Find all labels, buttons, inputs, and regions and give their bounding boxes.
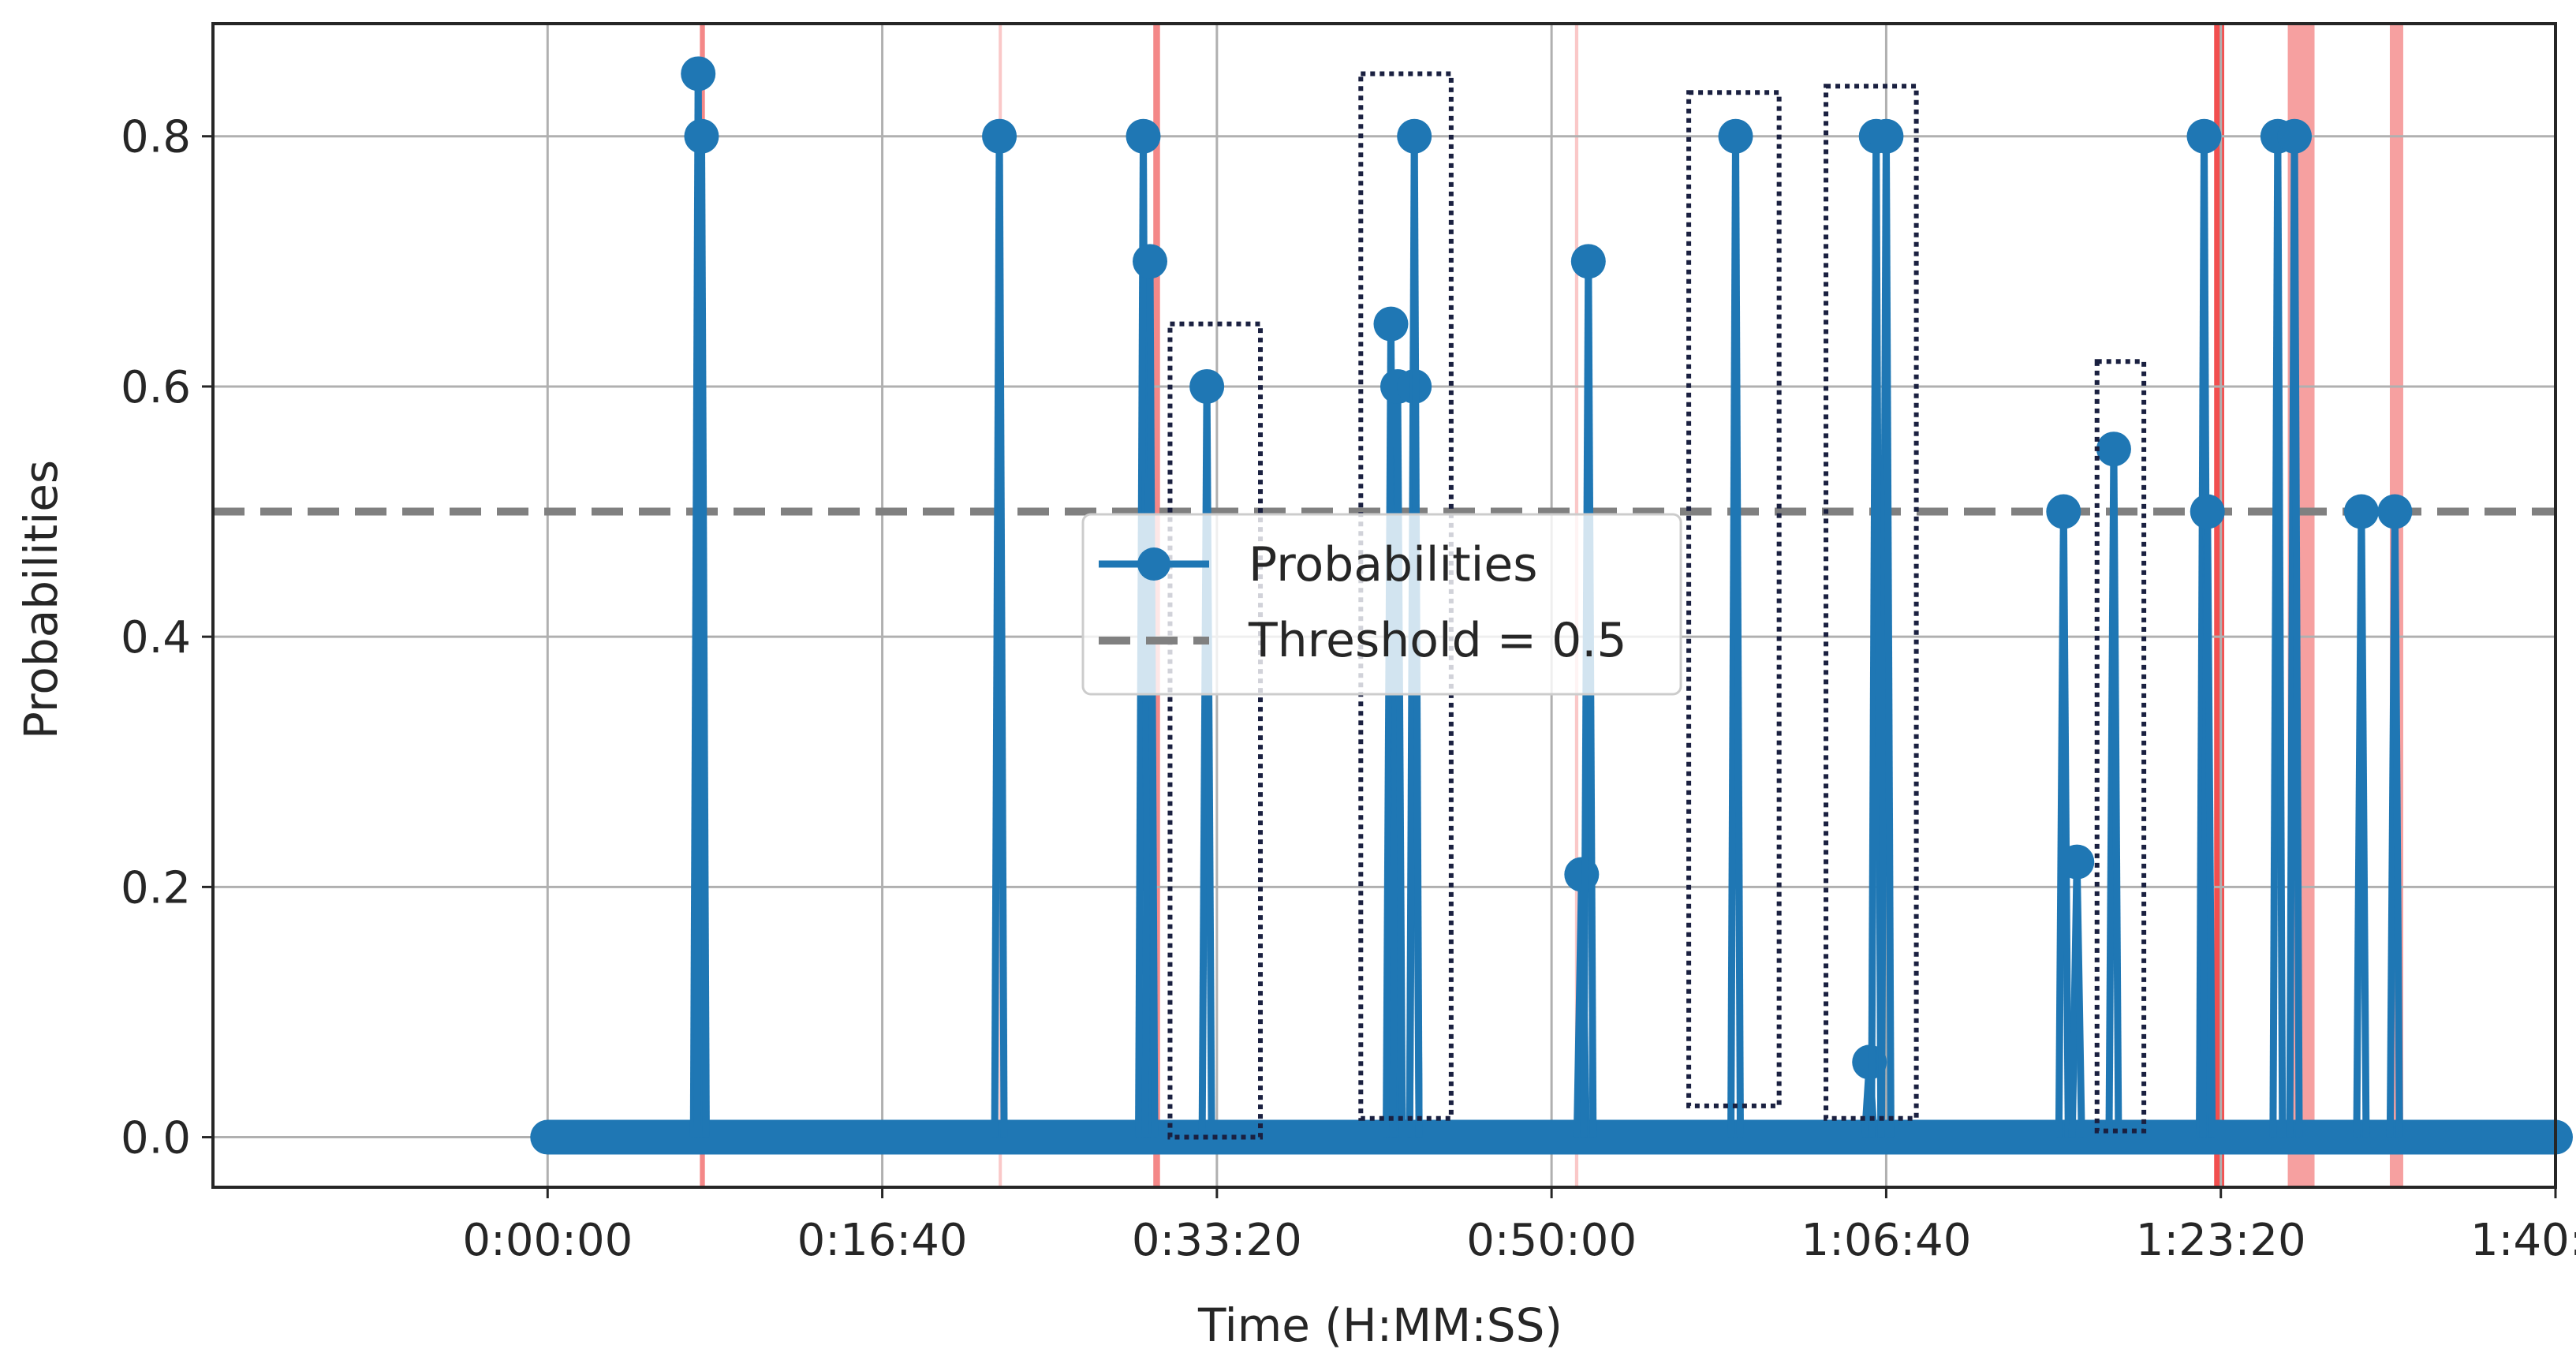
stem-return-23 — [2358, 511, 2370, 1138]
stem-return-18 — [2110, 449, 2122, 1138]
stem-return-16 — [2059, 511, 2072, 1138]
annotation-boxes — [1167, 71, 2147, 1140]
plot-area-frame — [211, 22, 2557, 1189]
data-point — [1133, 244, 1167, 279]
legend-frame — [1081, 513, 1682, 696]
data-point — [1126, 118, 1161, 154]
x-tick-label: 0:00:00 — [462, 1215, 633, 1266]
x-tick-label: 0:16:40 — [797, 1215, 968, 1266]
data-point — [2096, 432, 2131, 467]
stem-return-21 — [2274, 136, 2287, 1138]
annotation-box-3 — [1824, 84, 1919, 1121]
y-tick-label: 0.6 — [121, 362, 191, 413]
x-tick-label: 0:50:00 — [1466, 1215, 1637, 1266]
stem-return-1 — [697, 136, 710, 1138]
y-tick-label: 0.4 — [121, 612, 191, 663]
data-point — [2190, 494, 2225, 529]
data-point — [2277, 118, 2313, 154]
x-tick-label: 0:33:20 — [1132, 1215, 1302, 1266]
stem-return-20 — [2204, 511, 2216, 1138]
y-tick-label: 0.0 — [121, 1113, 191, 1164]
data-point — [1373, 306, 1409, 342]
y-axis-label: Probabilities — [14, 460, 68, 739]
data-point — [2059, 844, 2095, 880]
data-point — [1718, 118, 1753, 154]
annotation-box-0 — [1167, 321, 1264, 1140]
x-tick-label: 1:06:40 — [1801, 1215, 1971, 1266]
stem-return-15 — [1882, 136, 1895, 1138]
stem-return-17 — [2073, 861, 2085, 1138]
x-tick-label: 1:40:00 — [2470, 1215, 2576, 1266]
y-axis-ticks: 0.0 0.2 0.4 0.6 0.8 — [121, 112, 213, 1164]
stem-return-12 — [1732, 136, 1744, 1138]
stem-return-2 — [995, 136, 1008, 1138]
highlight-span-4 — [2214, 24, 2224, 1187]
data-point — [1189, 368, 1225, 404]
stem-return-5 — [1203, 386, 1215, 1138]
stem-return-22 — [2290, 136, 2303, 1138]
stem-return-7 — [1394, 386, 1406, 1138]
annotation-box-4 — [2094, 359, 2147, 1134]
data-point — [1570, 244, 1606, 279]
x-tick-label: 1:23:20 — [2136, 1215, 2306, 1266]
data-point — [1397, 118, 1432, 154]
annotation-box-2 — [1686, 90, 1782, 1108]
stem-return-11 — [1585, 261, 1597, 1138]
data-point — [982, 118, 1017, 154]
x-axis-label: Time (H:MM:SS) — [1197, 1298, 1562, 1352]
y-tick-label: 0.2 — [121, 862, 191, 914]
data-point — [1869, 118, 1904, 154]
stem-return-24 — [2391, 511, 2403, 1138]
data-point — [681, 56, 716, 92]
legend-entry-threshold: Threshold = 0.5 — [1248, 613, 1627, 668]
series-probabilities — [530, 56, 2573, 1155]
y-tick-label: 0.8 — [121, 112, 191, 163]
legend-probabilities-marker — [1137, 547, 1170, 581]
legend: Probabilities Threshold = 0.5 — [1081, 513, 1682, 696]
data-point — [2343, 494, 2379, 529]
x-axis-ticks: 0:00:00 0:16:40 0:33:20 0:50:00 1:06:40 1:23:… — [462, 1187, 2576, 1266]
legend-entry-probabilities: Probabilities — [1249, 537, 1538, 592]
data-point — [684, 118, 719, 154]
data-point — [2377, 494, 2413, 529]
stem-return-4 — [1146, 261, 1159, 1138]
data-point — [2186, 118, 2222, 154]
data-point — [2046, 494, 2081, 529]
